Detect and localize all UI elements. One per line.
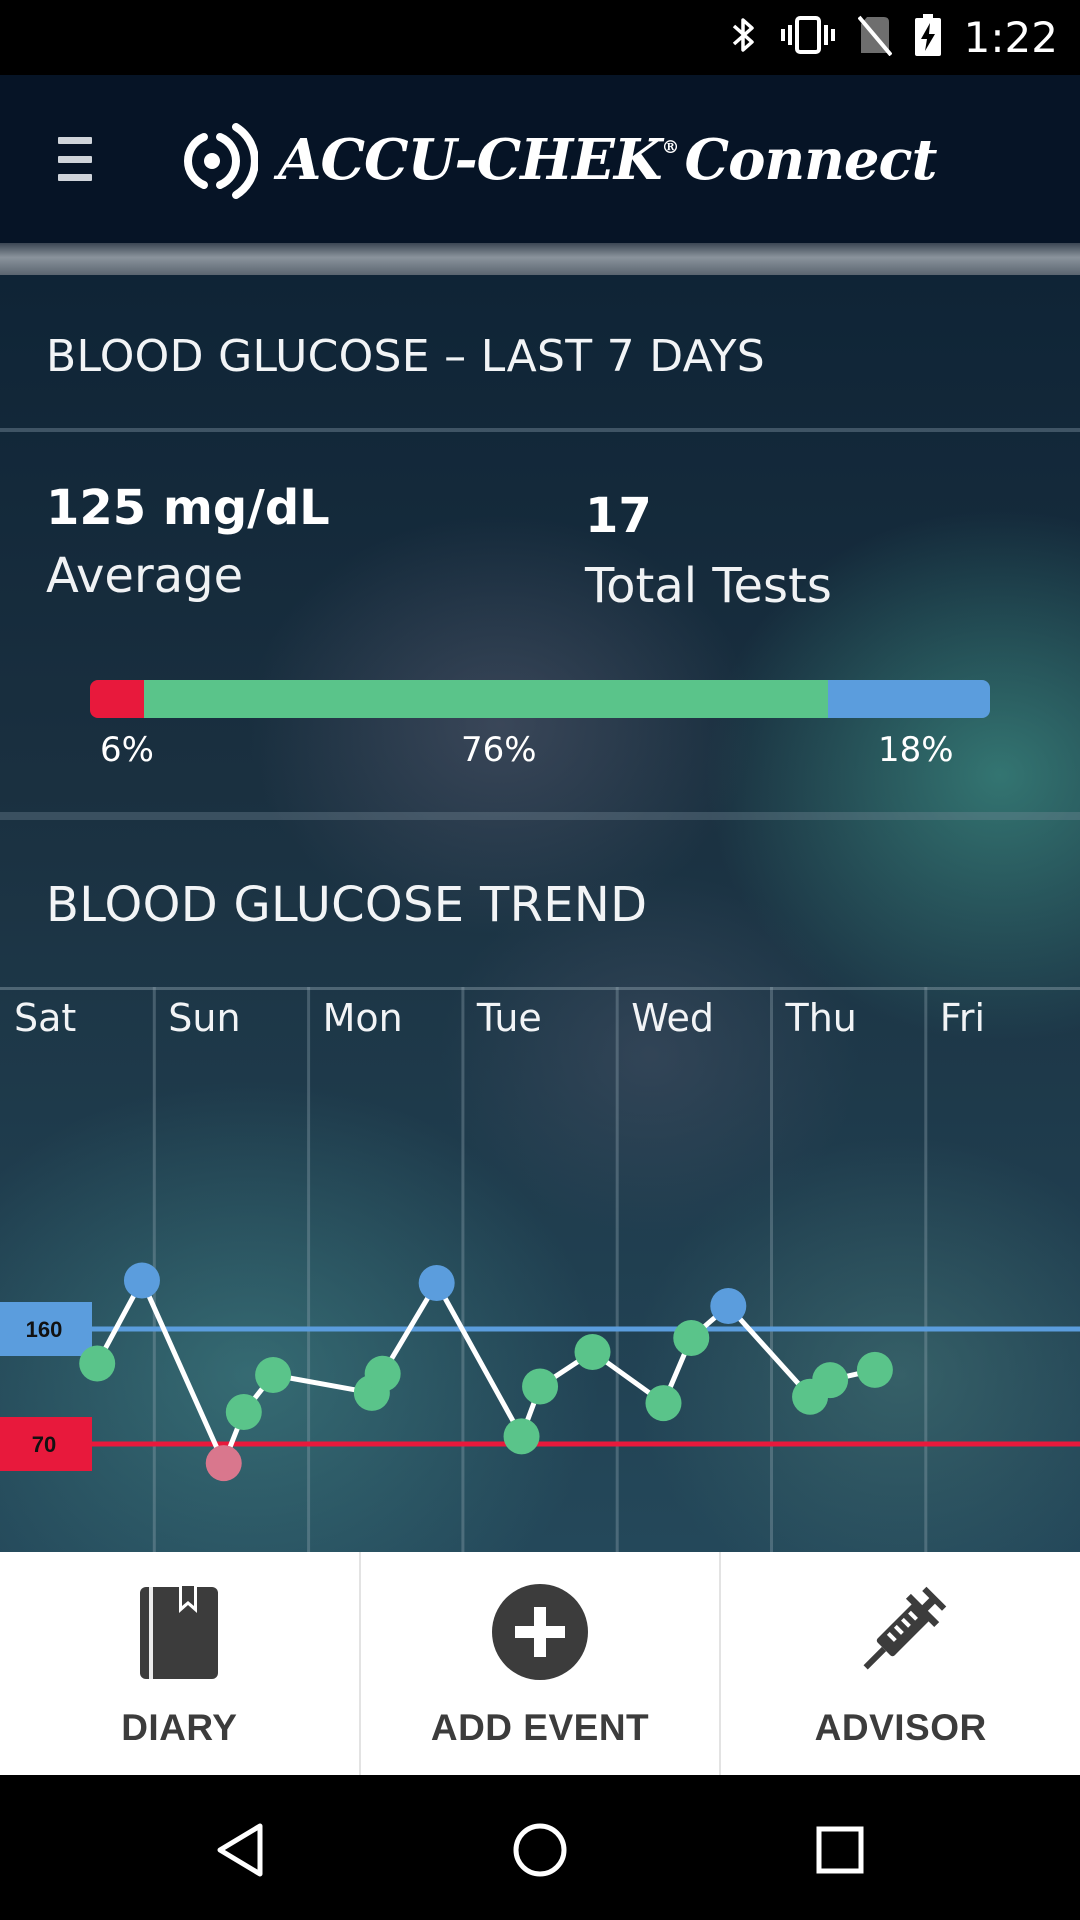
menu-button[interactable] <box>58 137 92 181</box>
range-segment-low <box>90 680 144 718</box>
status-time: 1:22 <box>963 13 1058 62</box>
threshold-badge-160 <box>0 1302 92 1356</box>
glucose-reading-point[interactable] <box>418 1265 455 1301</box>
recents-icon[interactable] <box>805 1815 875 1885</box>
summary-divider <box>0 428 1080 432</box>
day-label-wed: Wed <box>631 996 714 1040</box>
glucose-reading-point[interactable] <box>205 1445 242 1482</box>
home-icon[interactable] <box>505 1815 575 1885</box>
range-segment-in-range <box>144 680 828 718</box>
system-nav-bar <box>0 1775 1080 1920</box>
add-circle-icon <box>490 1582 590 1682</box>
glucose-reading-point[interactable] <box>225 1394 262 1431</box>
vibrate-icon <box>780 15 836 60</box>
accu-chek-logo-icon <box>184 123 258 199</box>
hamburger-icon <box>58 137 92 144</box>
header-divider <box>0 243 1080 275</box>
trend-line <box>94 1274 876 1470</box>
in-range-percentage: 76% <box>461 730 537 770</box>
chart-top-rule <box>0 987 1080 990</box>
no-sim-icon <box>857 14 893 61</box>
day-label-mon: Mon <box>323 996 403 1040</box>
average-value: 125 mg/dL <box>46 480 330 536</box>
threshold-badge-70 <box>0 1417 92 1471</box>
glucose-reading-point[interactable] <box>710 1288 747 1324</box>
day-label-tue: Tue <box>476 996 542 1040</box>
brand-name: ACCU-CHEK <box>278 127 663 193</box>
advisor-label: ADVISOR <box>814 1707 987 1748</box>
add-event-label: ADD EVENT <box>430 1707 650 1748</box>
threshold-line-160 <box>0 1326 1080 1332</box>
glucose-trend-chart[interactable]: Sat Sun Mon Tue Wed Thu Fri 160 70 <box>0 987 1080 1552</box>
glucose-reading-point[interactable] <box>574 1334 611 1370</box>
brand-logo: ACCU-CHEK® Connect <box>174 119 938 201</box>
bluetooth-icon <box>730 15 758 60</box>
registered-mark: ® <box>661 137 680 158</box>
advisor-button[interactable]: ADVISOR <box>721 1552 1080 1775</box>
trend-title: BLOOD GLUCOSE TREND <box>46 877 648 933</box>
glucose-reading-point[interactable] <box>645 1385 682 1422</box>
day-label-fri: Fri <box>940 996 985 1040</box>
trend-divider <box>0 812 1080 820</box>
average-label: Average <box>46 548 244 604</box>
diary-label: DIARY <box>121 1707 238 1748</box>
glucose-reading-point[interactable] <box>812 1362 849 1399</box>
brand-suffix: Connect <box>684 127 938 193</box>
threshold-label-160: 160 <box>26 1317 63 1342</box>
dashboard-content[interactable]: BLOOD GLUCOSE – LAST 7 DAYS 125 mg/dL Av… <box>0 275 1080 1552</box>
threshold-label-70: 70 <box>32 1432 56 1457</box>
book-icon <box>129 1582 229 1682</box>
range-distribution-bar <box>90 680 990 718</box>
glucose-reading-point[interactable] <box>364 1355 401 1392</box>
day-label-sat: Sat <box>14 996 76 1040</box>
bottom-nav: DIARY ADD EVENT <box>0 1552 1080 1775</box>
syringe-icon <box>851 1582 951 1682</box>
low-percentage: 6% <box>100 730 154 770</box>
day-label-sun: Sun <box>168 996 240 1040</box>
glucose-reading-point[interactable] <box>522 1368 559 1405</box>
day-label-thu: Thu <box>785 996 857 1040</box>
glucose-reading-point[interactable] <box>123 1262 160 1299</box>
glucose-reading-point[interactable] <box>79 1345 116 1382</box>
glucose-reading-point[interactable] <box>503 1418 540 1455</box>
high-percentage: 18% <box>878 730 954 770</box>
threshold-line-70 <box>0 1441 1080 1447</box>
glucose-reading-point[interactable] <box>856 1351 893 1388</box>
glucose-reading-point[interactable] <box>673 1319 710 1356</box>
total-tests-label: Total Tests <box>585 558 832 614</box>
summary-title: BLOOD GLUCOSE – LAST 7 DAYS <box>46 331 766 382</box>
status-bar: 1:22 <box>0 0 1080 75</box>
app-bar: ACCU-CHEK® Connect <box>0 75 1080 243</box>
glucose-reading-point[interactable] <box>255 1357 292 1393</box>
diary-button[interactable]: DIARY <box>0 1552 361 1775</box>
range-segment-high <box>828 680 990 718</box>
battery-charging-icon <box>914 13 942 62</box>
add-event-button[interactable]: ADD EVENT <box>361 1552 722 1775</box>
back-icon[interactable] <box>205 1815 275 1885</box>
total-tests-value: 17 <box>585 488 652 544</box>
